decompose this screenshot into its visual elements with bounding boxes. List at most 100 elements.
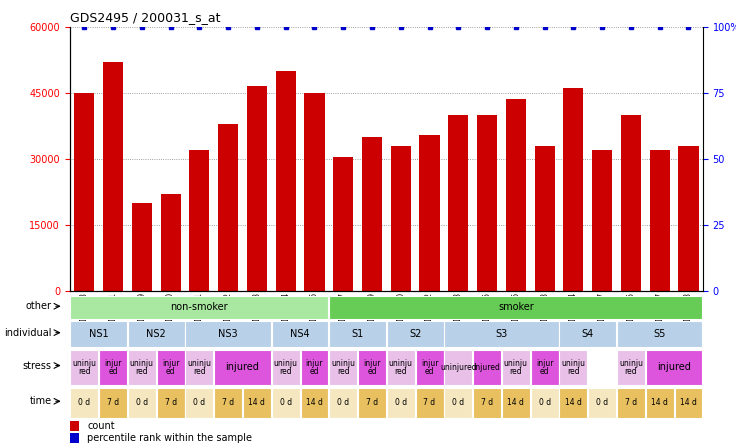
Bar	[218, 123, 238, 291]
Bar	[534, 146, 555, 291]
Text: 14 d: 14 d	[249, 398, 266, 408]
FancyBboxPatch shape	[157, 350, 185, 385]
Text: 0 d: 0 d	[452, 398, 464, 408]
Bar	[305, 93, 325, 291]
Text: NS2: NS2	[146, 329, 166, 339]
Text: 0 d: 0 d	[596, 398, 608, 408]
Text: NS4: NS4	[290, 329, 310, 339]
Text: 7 d: 7 d	[423, 398, 436, 408]
FancyBboxPatch shape	[157, 388, 185, 418]
Text: NS1: NS1	[89, 329, 108, 339]
Text: injur
ed: injur ed	[364, 359, 381, 376]
Text: injured: injured	[474, 363, 500, 372]
Bar	[103, 62, 123, 291]
Bar	[477, 115, 498, 291]
Text: NS3: NS3	[219, 329, 238, 339]
FancyBboxPatch shape	[617, 321, 702, 347]
FancyBboxPatch shape	[272, 388, 300, 418]
Bar	[621, 115, 641, 291]
Text: GDS2495 / 200031_s_at: GDS2495 / 200031_s_at	[70, 11, 220, 24]
Text: injur
ed: injur ed	[105, 359, 122, 376]
FancyBboxPatch shape	[243, 388, 271, 418]
Text: uninju
red: uninju red	[331, 359, 355, 376]
Text: 14 d: 14 d	[651, 398, 668, 408]
FancyBboxPatch shape	[559, 321, 616, 347]
FancyBboxPatch shape	[502, 388, 530, 418]
Text: 0 d: 0 d	[280, 398, 291, 408]
Bar	[362, 137, 382, 291]
Text: uninju
red: uninju red	[188, 359, 211, 376]
Bar	[70, 421, 79, 431]
Text: 14 d: 14 d	[507, 398, 524, 408]
Text: uninju
red: uninju red	[389, 359, 413, 376]
FancyBboxPatch shape	[185, 350, 213, 385]
Bar	[420, 135, 439, 291]
FancyBboxPatch shape	[502, 350, 530, 385]
Bar	[132, 203, 152, 291]
Text: 0 d: 0 d	[194, 398, 205, 408]
FancyBboxPatch shape	[329, 350, 357, 385]
FancyBboxPatch shape	[416, 350, 444, 385]
Text: 14 d: 14 d	[680, 398, 697, 408]
Text: non-smoker: non-smoker	[171, 302, 228, 313]
Text: other: other	[26, 301, 52, 311]
FancyBboxPatch shape	[71, 350, 99, 385]
Text: smoker: smoker	[498, 302, 534, 313]
Text: 0 d: 0 d	[394, 398, 407, 408]
Bar	[391, 146, 411, 291]
FancyBboxPatch shape	[531, 388, 559, 418]
FancyBboxPatch shape	[272, 350, 300, 385]
Text: uninjured: uninjured	[440, 363, 477, 372]
FancyBboxPatch shape	[674, 388, 702, 418]
FancyBboxPatch shape	[358, 388, 386, 418]
Bar	[563, 88, 584, 291]
Text: uninju
red: uninju red	[72, 359, 96, 376]
FancyBboxPatch shape	[300, 350, 328, 385]
Text: injured: injured	[226, 362, 260, 373]
Text: injured: injured	[657, 362, 691, 373]
Text: 7 d: 7 d	[222, 398, 234, 408]
FancyBboxPatch shape	[445, 350, 473, 385]
Text: 0 d: 0 d	[78, 398, 91, 408]
FancyBboxPatch shape	[588, 388, 616, 418]
Bar	[448, 115, 468, 291]
Text: 7 d: 7 d	[625, 398, 637, 408]
Bar	[650, 150, 670, 291]
FancyBboxPatch shape	[358, 350, 386, 385]
FancyBboxPatch shape	[214, 388, 242, 418]
Text: S4: S4	[581, 329, 594, 339]
FancyBboxPatch shape	[473, 350, 501, 385]
Bar	[276, 71, 296, 291]
Bar	[74, 93, 94, 291]
Text: percentile rank within the sample: percentile rank within the sample	[87, 433, 252, 444]
FancyBboxPatch shape	[387, 321, 444, 347]
Text: 7 d: 7 d	[107, 398, 119, 408]
FancyBboxPatch shape	[300, 388, 328, 418]
FancyBboxPatch shape	[214, 350, 271, 385]
Text: uninju
red: uninju red	[504, 359, 528, 376]
Text: uninju
red: uninju red	[274, 359, 297, 376]
Bar	[70, 433, 79, 443]
Bar	[333, 157, 353, 291]
Text: injur
ed: injur ed	[536, 359, 553, 376]
FancyBboxPatch shape	[387, 388, 415, 418]
FancyBboxPatch shape	[387, 350, 415, 385]
FancyBboxPatch shape	[99, 350, 127, 385]
FancyBboxPatch shape	[445, 388, 473, 418]
Text: individual: individual	[4, 328, 52, 338]
FancyBboxPatch shape	[71, 388, 99, 418]
Text: S1: S1	[352, 329, 364, 339]
FancyBboxPatch shape	[645, 350, 702, 385]
Text: S2: S2	[409, 329, 421, 339]
Text: 7 d: 7 d	[481, 398, 493, 408]
FancyBboxPatch shape	[128, 388, 156, 418]
FancyBboxPatch shape	[71, 321, 127, 347]
Bar	[160, 194, 181, 291]
FancyBboxPatch shape	[416, 388, 444, 418]
FancyBboxPatch shape	[617, 350, 645, 385]
FancyBboxPatch shape	[531, 350, 559, 385]
Bar	[679, 146, 698, 291]
Text: injur
ed: injur ed	[421, 359, 439, 376]
FancyBboxPatch shape	[559, 350, 587, 385]
FancyBboxPatch shape	[445, 321, 559, 347]
